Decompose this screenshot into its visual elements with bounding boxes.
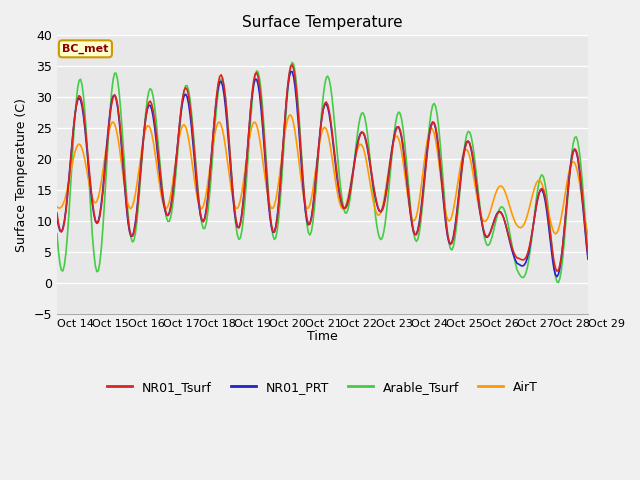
Legend: NR01_Tsurf, NR01_PRT, Arable_Tsurf, AirT: NR01_Tsurf, NR01_PRT, Arable_Tsurf, AirT [102, 376, 543, 399]
Title: Surface Temperature: Surface Temperature [242, 15, 403, 30]
Y-axis label: Surface Temperature (C): Surface Temperature (C) [15, 97, 28, 252]
Text: BC_met: BC_met [62, 44, 109, 54]
X-axis label: Time: Time [307, 330, 338, 343]
